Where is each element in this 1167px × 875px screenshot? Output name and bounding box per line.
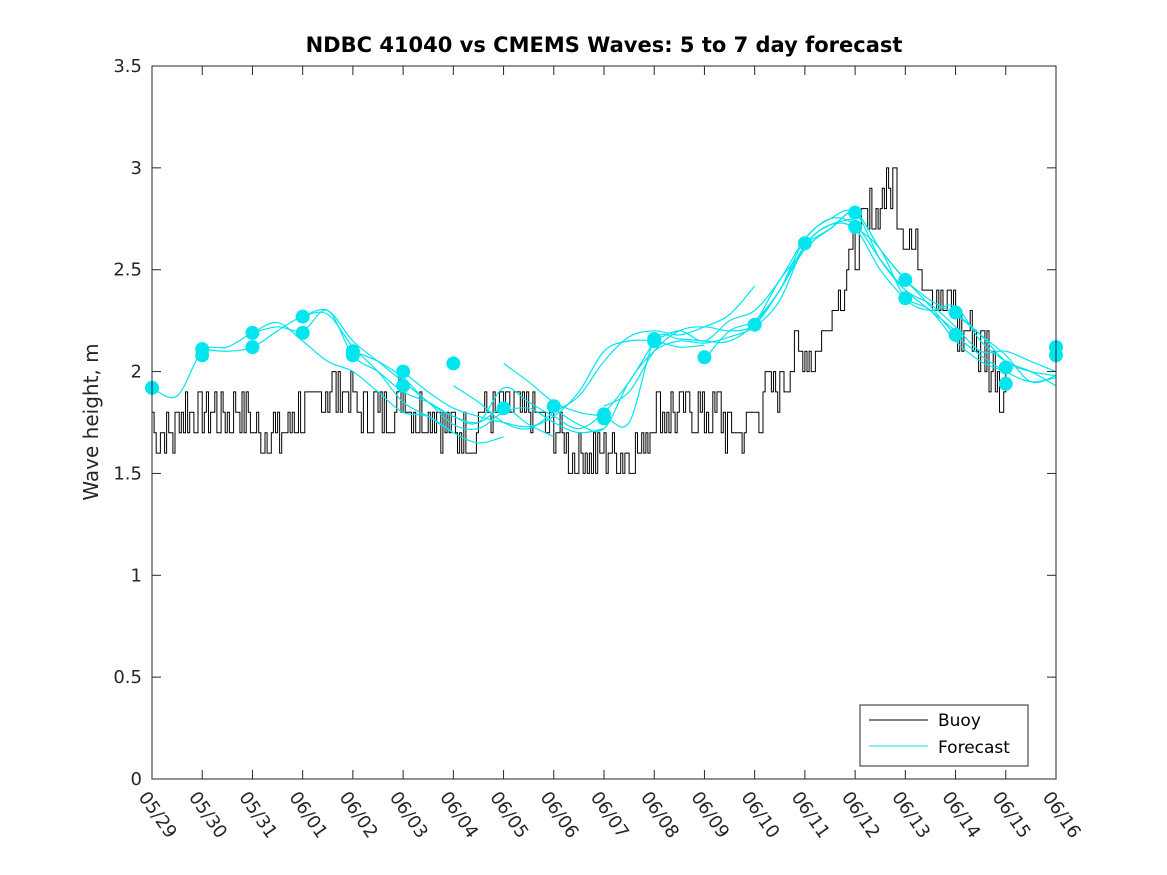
- forecast-marker: [546, 399, 561, 414]
- y-tick-label: 3.5: [113, 56, 142, 77]
- forecast-markers: [145, 205, 1063, 426]
- forecast-marker: [295, 325, 310, 340]
- y-tick-label: 0.5: [113, 667, 142, 688]
- legend: Buoy Forecast: [859, 704, 1029, 767]
- forecast-marker: [647, 334, 662, 349]
- y-tick-label: 2.5: [113, 260, 142, 281]
- forecast-marker: [848, 219, 863, 234]
- y-tick-label: 1.5: [113, 463, 142, 484]
- y-tick-label: 3: [131, 158, 142, 179]
- y-tick-label: 0: [131, 769, 142, 790]
- forecast-marker: [948, 305, 963, 320]
- chart-title: NDBC 41040 vs CMEMS Waves: 5 to 7 day fo…: [306, 33, 903, 57]
- forecast-marker: [597, 411, 611, 426]
- forecast-marker: [848, 205, 863, 220]
- forecast-marker: [898, 272, 913, 287]
- y-axis-label: Wave height, m: [79, 343, 103, 500]
- forecast-line: [804, 211, 1057, 384]
- forecast-line: [904, 279, 1057, 383]
- y-axis: 0 0.5 1 1.5 2 2.5 3 3.5: [113, 56, 1056, 790]
- forecast-marker: [998, 360, 1013, 375]
- forecast-marker: [295, 309, 310, 324]
- forecast-marker: [345, 348, 360, 363]
- forecast-marker: [898, 291, 913, 306]
- forecast-marker: [195, 348, 210, 363]
- forecast-marker: [245, 340, 260, 355]
- y-tick-label: 2: [131, 362, 142, 383]
- forecast-marker: [446, 356, 461, 371]
- forecast-line: [302, 308, 605, 434]
- forecast-marker: [797, 236, 812, 251]
- forecast-marker: [747, 317, 762, 332]
- legend-buoy-label: Buoy: [938, 711, 981, 731]
- forecast-marker: [948, 327, 963, 342]
- forecast-marker: [697, 350, 712, 365]
- forecast-marker: [396, 364, 411, 379]
- y-tick-label: 1: [131, 565, 142, 586]
- forecast-marker: [396, 378, 411, 393]
- forecast-marker: [998, 376, 1013, 391]
- forecast-marker: [496, 401, 511, 416]
- forecast-marker: [245, 325, 260, 340]
- legend-box: [859, 704, 1029, 767]
- legend-forecast-label: Forecast: [938, 738, 1010, 758]
